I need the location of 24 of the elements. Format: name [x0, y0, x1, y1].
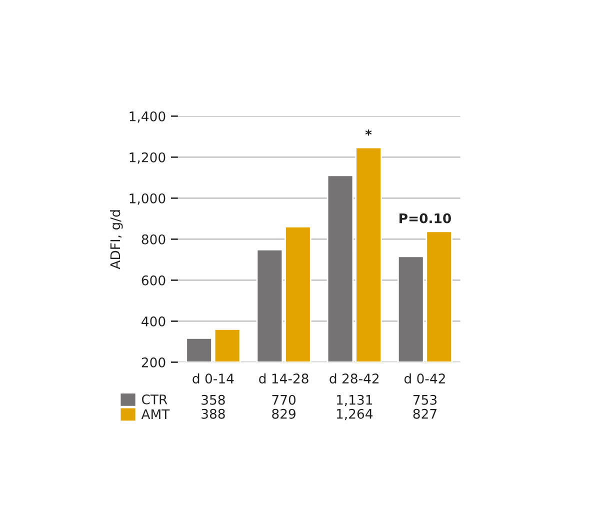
y-tick-label: 800: [142, 234, 166, 244]
y-tick-label: 200: [142, 357, 166, 368]
text: 770: [272, 394, 296, 405]
annotation: *: [365, 129, 372, 136]
x-tick-label: d 14-28: [259, 373, 308, 384]
y-tick-label: 1,400: [130, 111, 166, 123]
text: 1,264: [336, 408, 373, 420]
x-tick-label: d 0-42: [404, 373, 445, 384]
y-tick-label: 1,000: [130, 193, 166, 205]
y-axis-title: ADFI, g/d: [110, 210, 123, 270]
text: 827: [413, 408, 436, 419]
x-tick-label: d 0-14: [192, 373, 234, 384]
legend-label: CTR: [142, 394, 168, 404]
text: 753: [413, 394, 437, 405]
annotation: P=0.10: [400, 213, 451, 224]
y-tick-label: 400: [142, 316, 166, 326]
y-tick-label: 1,200: [130, 152, 166, 164]
text: 388: [202, 408, 225, 419]
y-tick-label: 600: [142, 275, 166, 286]
text: 358: [202, 394, 225, 405]
legend-label: AMT: [141, 409, 170, 419]
text: 829: [272, 408, 296, 419]
x-tick-label: d 28-42: [330, 373, 379, 384]
text: 1,131: [336, 394, 372, 406]
